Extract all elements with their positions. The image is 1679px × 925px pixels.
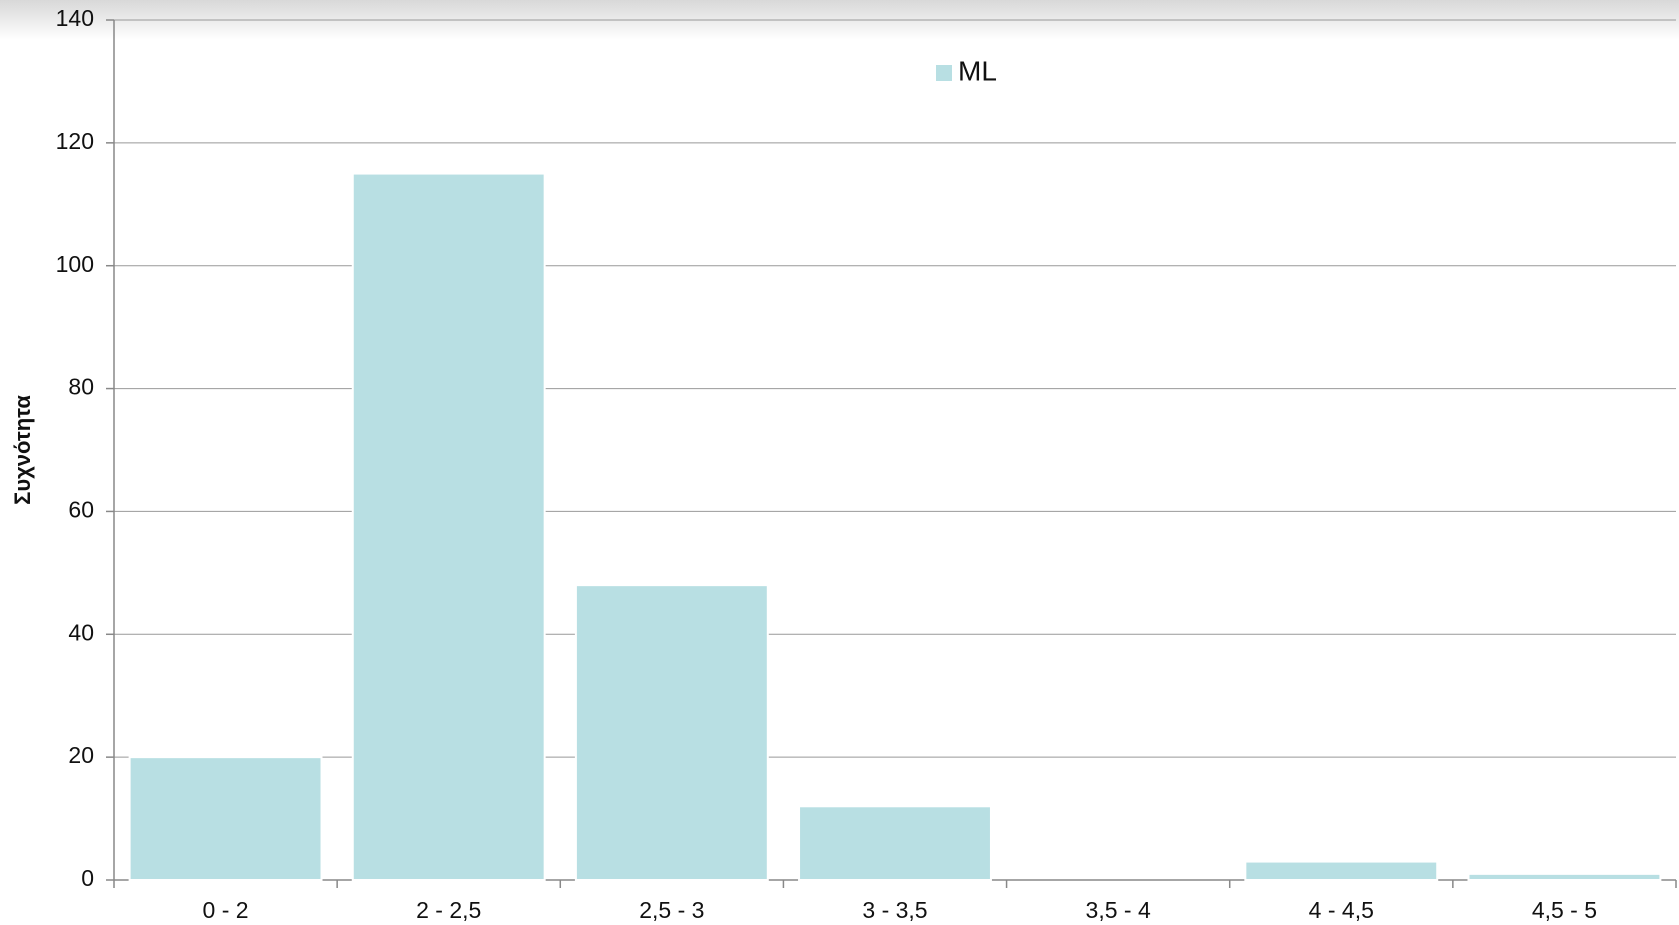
y-tick-label: 60 (68, 497, 94, 523)
y-axis-label: Συχνότητα (10, 395, 35, 505)
x-tick-label: 4 - 4,5 (1309, 897, 1374, 923)
bar (1468, 874, 1660, 880)
x-tick-label: 2,5 - 3 (639, 897, 704, 923)
y-tick-label: 0 (81, 865, 94, 891)
y-tick-label: 20 (68, 742, 94, 768)
x-tick-label: 4,5 - 5 (1532, 897, 1597, 923)
legend-swatch (936, 65, 952, 81)
y-tick-label: 40 (68, 619, 94, 645)
y-tick-label: 140 (56, 5, 94, 31)
bar (799, 806, 991, 880)
legend-label: ML (958, 55, 997, 86)
x-tick-label: 2 - 2,5 (416, 897, 481, 923)
y-tick-label: 100 (56, 251, 94, 277)
x-tick-label: 3 - 3,5 (862, 897, 927, 923)
bar (1245, 862, 1437, 880)
x-tick-label: 3,5 - 4 (1086, 897, 1151, 923)
bar (130, 757, 322, 880)
bar (576, 585, 768, 880)
chart: Συχνότητα 0 20 40 60 80 100 120 140 0 - 2 2 - 2,5… (0, 0, 1679, 925)
x-tick-label: 0 - 2 (203, 897, 249, 923)
y-tick-label: 120 (56, 128, 94, 154)
bar (353, 174, 545, 880)
y-tick-label: 80 (68, 374, 94, 400)
